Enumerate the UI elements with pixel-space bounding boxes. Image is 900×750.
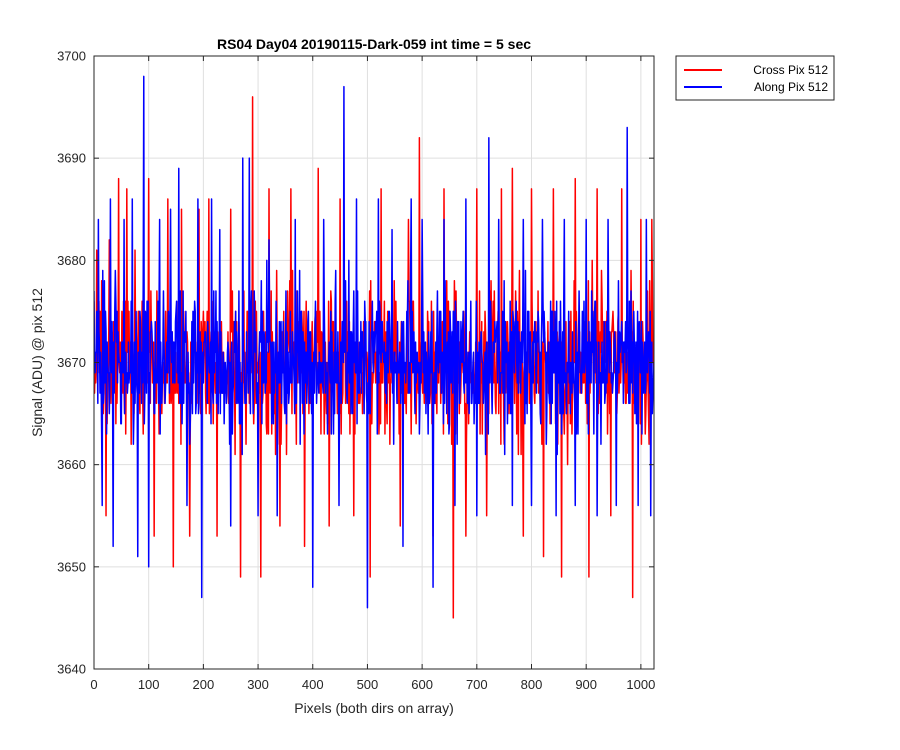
x-tick-label: 0: [90, 677, 97, 692]
legend-box: [675, 55, 835, 101]
x-tick-label: 800: [521, 677, 543, 692]
y-axis-label: Signal (ADU) @ pix 512: [29, 288, 45, 437]
y-tick-label: 3650: [57, 559, 86, 574]
series-line-along: [94, 75, 654, 609]
x-tick-label: 900: [575, 677, 597, 692]
y-tick-label: 3640: [57, 662, 86, 677]
legend-entry-along: Along Pix 512: [754, 80, 828, 94]
legend-entry-cross: Cross Pix 512: [753, 63, 828, 77]
chart-title: RS04 Day04 20190115-Dark-059 int time = …: [217, 36, 531, 52]
y-tick-label: 3680: [57, 253, 86, 268]
ticks: 0 100 200 300 400 500 600 700 800 900 1000 3640 3650…: [57, 49, 655, 693]
x-axis-label: Pixels (both dirs on array): [294, 700, 454, 716]
x-tick-label: 1000: [626, 677, 655, 692]
x-tick-label: 700: [466, 677, 488, 692]
y-tick-label: 3660: [57, 457, 86, 472]
x-tick-label: 400: [302, 677, 324, 692]
series-layer: [94, 75, 654, 619]
x-tick-label: 200: [193, 677, 215, 692]
y-tick-label: 3670: [57, 355, 86, 370]
y-tick-label: 3700: [57, 49, 86, 64]
legend: Cross Pix 512 Along Pix 512: [675, 55, 835, 101]
x-tick-label: 600: [411, 677, 433, 692]
y-tick-label: 3690: [57, 151, 86, 166]
x-tick-label: 100: [138, 677, 160, 692]
x-tick-label: 300: [247, 677, 269, 692]
x-tick-label: 500: [357, 677, 379, 692]
